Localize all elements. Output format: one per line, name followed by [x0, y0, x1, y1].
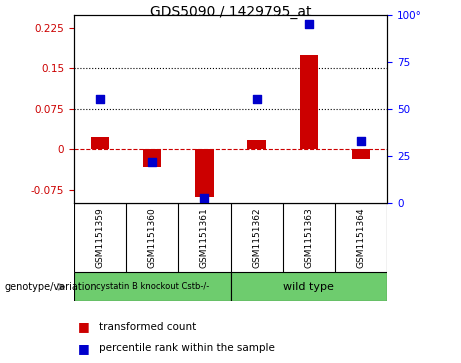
Text: percentile rank within the sample: percentile rank within the sample: [99, 343, 275, 354]
Bar: [195, 149, 213, 197]
Bar: [91, 138, 109, 149]
Text: wild type: wild type: [284, 282, 334, 292]
Text: cystatin B knockout Cstb-/-: cystatin B knockout Cstb-/-: [95, 282, 209, 291]
Text: GSM1151361: GSM1151361: [200, 207, 209, 268]
Text: GSM1151359: GSM1151359: [95, 207, 104, 268]
Text: ■: ■: [78, 342, 90, 355]
Text: GSM1151364: GSM1151364: [357, 207, 366, 268]
Point: [148, 159, 156, 165]
Point: [357, 138, 365, 144]
Text: genotype/variation: genotype/variation: [5, 282, 97, 292]
Point: [305, 21, 313, 27]
Text: GSM1151360: GSM1151360: [148, 207, 157, 268]
FancyBboxPatch shape: [230, 272, 387, 301]
Bar: [300, 55, 318, 149]
Text: GSM1151363: GSM1151363: [304, 207, 313, 268]
Point: [201, 195, 208, 200]
Point: [253, 97, 260, 102]
Text: GSM1151362: GSM1151362: [252, 207, 261, 268]
Text: transformed count: transformed count: [99, 322, 196, 332]
Point: [96, 97, 104, 102]
Text: ■: ■: [78, 320, 90, 333]
Bar: [352, 149, 370, 159]
Text: GDS5090 / 1429795_at: GDS5090 / 1429795_at: [150, 5, 311, 20]
Bar: [248, 140, 266, 149]
Bar: [143, 149, 161, 167]
FancyBboxPatch shape: [74, 272, 230, 301]
